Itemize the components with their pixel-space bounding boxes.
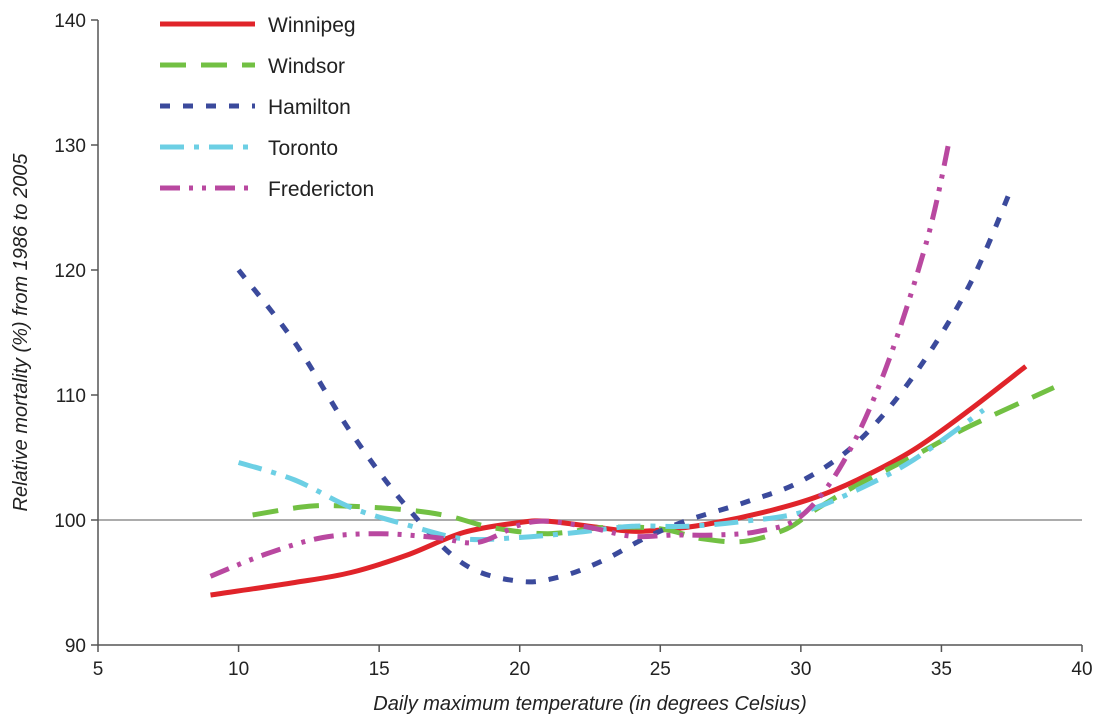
- y-tick-label: 90: [65, 636, 86, 657]
- x-ticks: 5 10 15 20 25 30 35 40: [93, 645, 1093, 680]
- x-tick-label: 25: [650, 659, 671, 680]
- x-tick-label: 10: [228, 659, 249, 680]
- y-tick-label: 140: [54, 11, 86, 32]
- legend-label-hamilton: Hamilton: [268, 96, 351, 119]
- series-line-fredericton: [209, 136, 953, 579]
- plot-area: 90 100 110 120 130 140 5 10 15 20 25 30 35 40: [54, 11, 1092, 680]
- y-axis-title: Relative mortality (%) from 1986 to 2005: [10, 153, 32, 512]
- x-axis-title: Daily maximum temperature (in degrees Ce…: [373, 693, 806, 715]
- series-layer: [209, 136, 1055, 598]
- legend: Winnipeg Windsor Hamilton Toronto Fredericto…: [160, 14, 374, 201]
- y-tick-label: 110: [56, 386, 86, 407]
- y-ticks: 90 100 110 120 130 140: [54, 11, 98, 657]
- legend-label-fredericton: Fredericton: [268, 178, 374, 201]
- series-line-toronto: [237, 407, 986, 543]
- x-tick-label: 40: [1071, 659, 1092, 680]
- y-tick-label: 130: [54, 136, 86, 157]
- series-line-hamilton: [236, 186, 1014, 585]
- x-tick-label: 15: [369, 659, 390, 680]
- legend-label-toronto: Toronto: [268, 137, 338, 160]
- legend-label-windsor: Windsor: [268, 55, 345, 78]
- x-tick-label: 20: [509, 659, 530, 680]
- legend-label-winnipeg: Winnipeg: [268, 14, 356, 37]
- y-tick-label: 100: [54, 511, 86, 532]
- series-line-winnipeg: [210, 364, 1028, 598]
- x-tick-label: 35: [931, 659, 952, 680]
- x-tick-label: 30: [790, 659, 811, 680]
- y-tick-label: 120: [54, 261, 86, 282]
- x-tick-label: 5: [93, 659, 104, 680]
